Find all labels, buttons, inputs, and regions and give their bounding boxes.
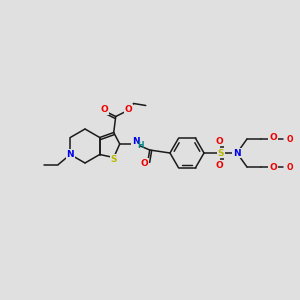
Text: O: O: [215, 136, 223, 146]
Text: O: O: [141, 158, 148, 167]
Text: N: N: [67, 150, 74, 159]
Text: O: O: [215, 160, 223, 169]
Text: S: S: [110, 155, 117, 164]
Text: O: O: [287, 134, 293, 143]
Text: N: N: [132, 136, 140, 146]
Text: O: O: [125, 105, 133, 114]
Text: O: O: [101, 105, 109, 114]
Text: H: H: [137, 142, 144, 151]
Text: S: S: [218, 148, 224, 158]
Text: N: N: [233, 148, 241, 158]
Text: O: O: [269, 164, 277, 172]
Text: O: O: [287, 163, 293, 172]
Text: O: O: [269, 134, 277, 142]
